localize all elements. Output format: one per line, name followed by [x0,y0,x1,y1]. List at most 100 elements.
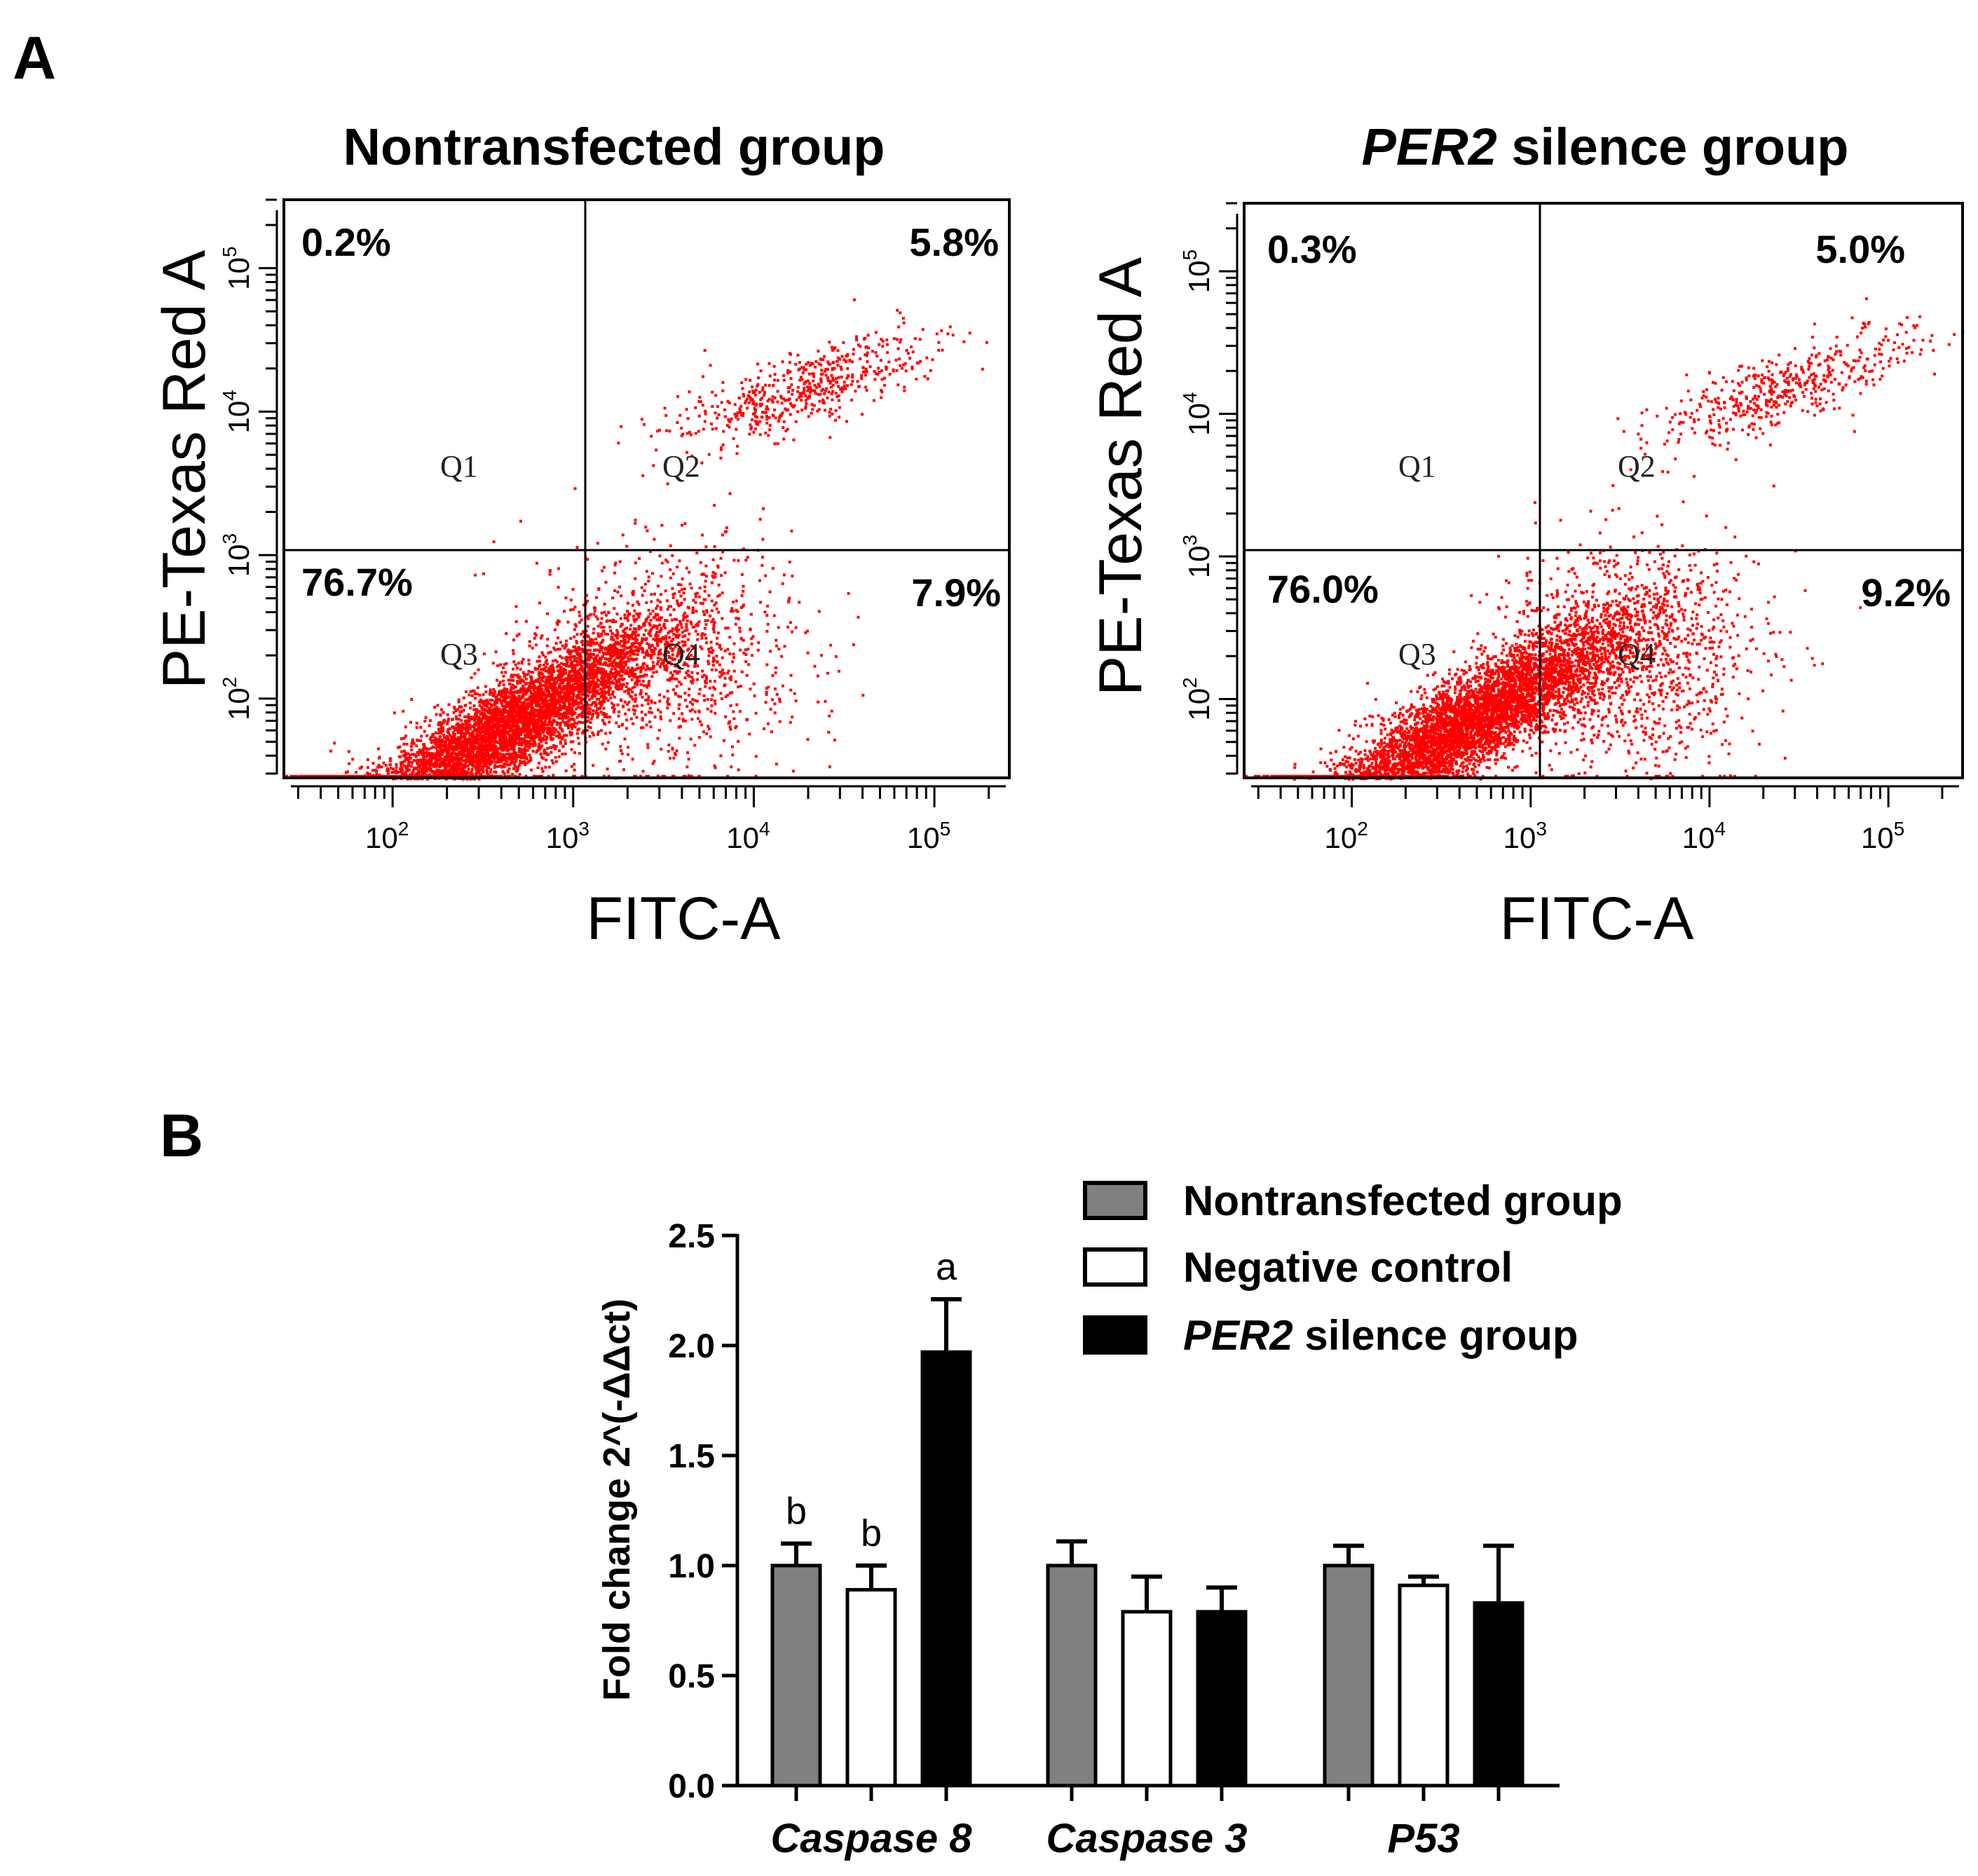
y-tick-label: 103 [219,533,255,577]
bar [770,1563,822,1788]
y-tick-label: 105 [219,247,255,290]
q4-percent: 7.9% [911,570,1001,615]
tick-exponent: 4 [759,818,770,840]
scatter-dots [285,298,988,781]
bar [1121,1610,1173,1788]
q4-label: Q4 [1618,637,1656,671]
tick-base: 10 [222,545,255,577]
bar-x-axis: Caspase 8 Caspase 3 P53 [737,1783,1560,1861]
tick-exponent: 3 [578,818,589,840]
bar-y-tick-label: 1.5 [668,1438,715,1475]
q1-percent: 0.3% [1267,227,1357,271]
tick-base: 10 [222,687,255,720]
q3-percent: 76.7% [301,560,413,604]
tick-exponent: 3 [219,533,240,545]
y-tick-label: 104 [219,390,255,433]
flow-plot-frame [1243,202,1964,779]
legend-label-text: silence group [1293,1312,1578,1359]
flow-y-label: PE-Texas Red A [151,249,218,689]
q3-percent: 76.0% [1267,567,1379,611]
flow-dot-layer [1244,297,1965,781]
legend-label-italic: PER2 [1183,1312,1293,1359]
flow-title-text: Nontransfected group [343,118,885,176]
flow-plot-per2-silence: PER2 silence group 0.3% 5.0% 76.0% 9.2% … [1087,118,1965,952]
tick-exponent: 2 [1357,818,1368,840]
x-tick-label: 105 [907,818,950,854]
tick-exponent: 5 [1179,249,1201,261]
bar-y-tick-label: 1.0 [668,1548,715,1585]
legend-label: Negative control [1183,1244,1513,1291]
q1-percent: 0.2% [301,220,391,264]
tick-base: 10 [1682,821,1715,854]
flow-title-italic: PER2 [1362,118,1497,176]
tick-base: 10 [726,821,759,854]
legend-label: Nontransfected group [1183,1177,1623,1224]
y-tick-label: 104 [1179,392,1215,435]
bar-legend: Nontransfected group Negative control PER2… [1083,1177,1623,1359]
tick-exponent: 5 [1894,818,1905,840]
flow-dot-layer [285,298,988,781]
q1-label: Q1 [440,449,478,484]
bar-y-label: Fold change 2^(-ΔΔct) [596,1299,638,1701]
bar-y-axis: 0.0 0.5 1.0 1.5 2.0 2.5 [668,1218,739,1805]
category-label: P53 [1387,1816,1459,1861]
tick-base: 10 [907,821,940,854]
bar-y-tick-label: 2.5 [668,1218,715,1255]
flow-plot-nontransfected: Nontransfected group 0.2% 5.8% 76.7% 7.9… [151,118,1011,952]
tick-base: 10 [365,821,398,854]
x-tick-label: 102 [365,818,409,854]
tick-base: 10 [1324,821,1357,854]
tick-base: 10 [1182,688,1215,721]
category-label: Caspase 3 [1046,1816,1248,1861]
y-tick-label: 105 [1179,249,1215,293]
flow-x-label: FITC-A [1499,885,1694,952]
bar-y-tick-label: 0.0 [668,1768,715,1805]
x-tick-label: 102 [1324,818,1367,854]
x-tick-label: 105 [1861,818,1904,854]
tick-exponent: 2 [1179,677,1201,688]
flow-y-label: PE-Texas Red A [1087,256,1154,696]
q2-percent: 5.0% [1815,227,1905,271]
flow-plot-title: PER2 silence group [1362,118,1849,176]
flow-x-axis: 102 103 104 105 [1251,785,1959,854]
q4-label: Q4 [662,637,700,671]
bar [845,1588,897,1788]
tick-exponent: 5 [940,818,951,840]
q3-label: Q3 [440,637,478,671]
x-tick-label: 104 [726,818,770,854]
q2-percent: 5.8% [909,220,999,264]
flow-title-text: silence group [1497,118,1849,176]
legend-swatch [1083,1247,1147,1287]
tick-exponent: 3 [1179,535,1201,546]
y-tick-label: 102 [1179,677,1215,720]
significance-letter: b [786,1491,807,1533]
q1-label: Q1 [1398,449,1436,484]
q3-label: Q3 [1398,637,1436,671]
legend-label-text: Negative control [1183,1244,1513,1291]
tick-exponent: 4 [219,390,240,401]
tick-exponent: 5 [219,247,240,258]
tick-base: 10 [1503,821,1536,854]
tick-exponent: 3 [1536,818,1547,840]
significance-letter: a [936,1246,957,1288]
legend-swatch [1083,1181,1147,1220]
y-tick-label: 103 [1179,535,1215,578]
panel-a-label: A [13,25,56,92]
tick-base: 10 [546,821,579,854]
x-tick-label: 104 [1682,818,1726,854]
q2-label: Q2 [662,449,700,484]
y-tick-label: 102 [219,677,255,720]
legend-label-text: Nontransfected group [1183,1177,1623,1224]
legend-label: PER2 silence group [1183,1312,1578,1359]
tick-exponent: 2 [398,818,409,840]
bar [920,1350,972,1788]
significance-letter: b [861,1512,882,1554]
tick-base: 10 [1182,403,1215,436]
scatter-dots [1244,297,1965,781]
tick-base: 10 [1182,261,1215,294]
x-tick-label: 103 [1503,818,1547,854]
tick-exponent: 2 [219,677,240,688]
bar-y-tick-label: 2.0 [668,1328,715,1365]
